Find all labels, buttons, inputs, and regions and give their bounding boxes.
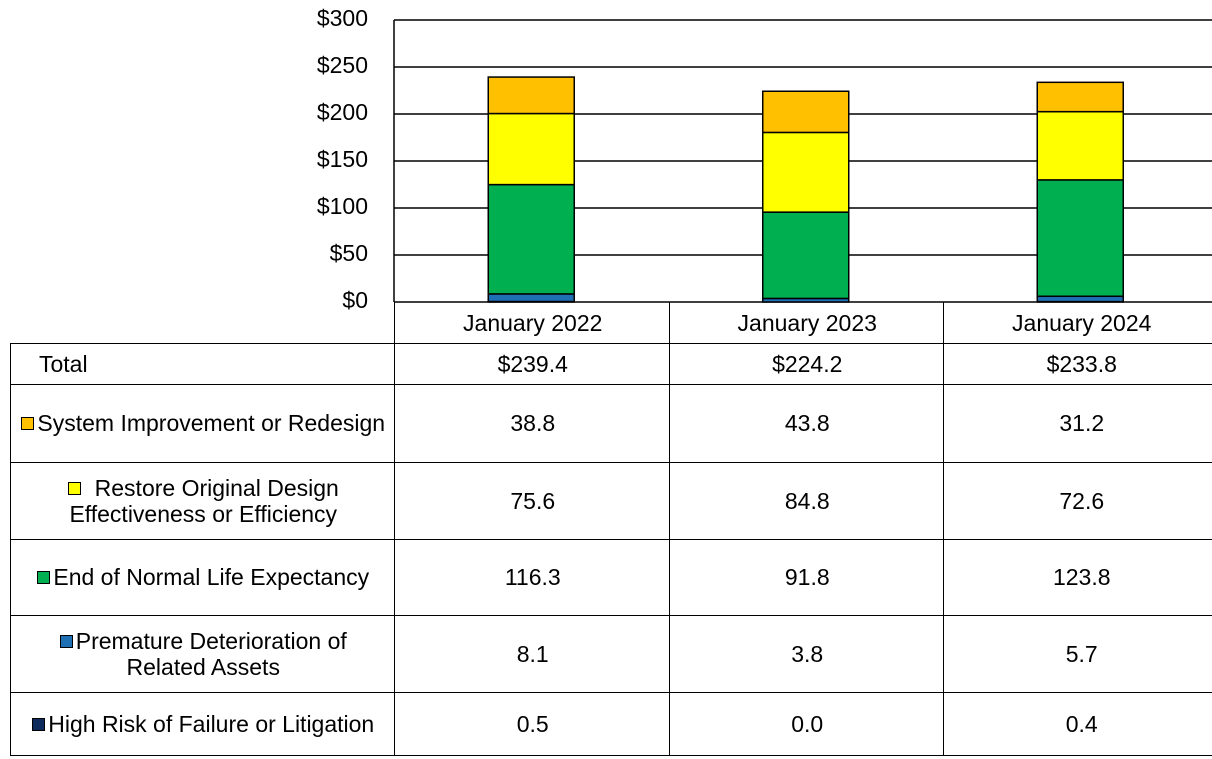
row-label: Premature Deterioration of Related Asset…: [10, 615, 396, 693]
cell-text: $224.2: [772, 351, 843, 377]
cell-text: 91.8: [784, 564, 830, 590]
legend-entry: System Improvement or Redesign: [21, 410, 385, 436]
value-cell: 116.3: [394, 539, 671, 616]
bar-segment: [762, 90, 850, 134]
cell-text: $233.8: [1046, 351, 1117, 377]
value-cell: 72.6: [943, 462, 1212, 540]
value-cell: 3.8: [668, 615, 945, 693]
value-cell: 38.8: [394, 384, 671, 463]
y-tick-label: $50: [330, 240, 368, 266]
value-cell: 8.1: [394, 615, 671, 693]
legend-key: [59, 634, 73, 648]
row-label: High Risk of Failure or Litigation: [10, 692, 396, 756]
bar-segment: [487, 293, 575, 303]
row-label: Restore Original Design Effectiveness or…: [10, 462, 396, 540]
cell-text: 3.8: [791, 640, 824, 667]
bar-segment: [1036, 110, 1124, 181]
cell-text: January 2022: [463, 309, 603, 336]
legend-entry: Restore Original Design Effectiveness or…: [17, 475, 390, 527]
legend-entry: Premature Deterioration of Related Asset…: [17, 628, 390, 680]
cell-text: 5.7: [1065, 640, 1098, 667]
column-header: January 2022: [394, 302, 671, 344]
cell-text: 116.3: [504, 564, 561, 590]
bar-segment: [762, 131, 850, 213]
value-cell: 0.5: [394, 692, 671, 756]
cell-text: 43.8: [784, 410, 830, 436]
column-header: January 2023: [668, 302, 945, 344]
y-tick-label: $150: [317, 146, 368, 172]
value-cell: 0.0: [668, 692, 945, 756]
total-cell: $239.4: [394, 343, 671, 385]
y-tick-label: $0: [342, 287, 368, 310]
bar-segment: [762, 211, 850, 300]
legend-key: [32, 717, 46, 731]
bar-segment: [487, 112, 575, 186]
legend-entry: End of Normal Life Expectancy: [37, 564, 369, 590]
value-cell: 75.6: [394, 462, 671, 540]
row-label: System Improvement or Redesign: [10, 384, 396, 463]
value-cell: 43.8: [668, 384, 945, 463]
value-cell: 5.7: [943, 615, 1212, 693]
legend-key: [37, 571, 51, 584]
legend-key: [67, 481, 81, 495]
cell-text: 75.6: [510, 487, 556, 514]
total-cell: $233.8: [943, 343, 1212, 385]
cell-text: 8.1: [516, 640, 549, 667]
cell-text: $239.4: [497, 351, 568, 377]
row-label: End of Normal Life Expectancy: [10, 539, 396, 616]
cell-text: 123.8: [1052, 564, 1111, 590]
cell-text: 72.6: [1059, 487, 1105, 514]
bar-segment: [1036, 81, 1124, 113]
bar-segment: [487, 76, 575, 115]
cell-text: 0.4: [1065, 710, 1098, 737]
row-label: Total: [10, 343, 396, 385]
y-tick-label: $300: [317, 5, 368, 31]
cell-text: 0.0: [791, 710, 824, 737]
cell-text: January 2023: [737, 309, 877, 336]
legend-entry: High Risk of Failure or Litigation: [32, 711, 374, 737]
legend-label: High Risk of Failure or Litigation: [48, 710, 375, 737]
y-tick-label: $200: [317, 99, 368, 125]
bar-segment: [1036, 179, 1124, 298]
y-tick-label: $100: [317, 193, 368, 219]
legend-label: System Improvement or Redesign: [37, 410, 386, 436]
cell-text: January 2024: [1012, 309, 1152, 336]
legend-key: [21, 417, 35, 430]
cell-text: 0.5: [516, 710, 549, 737]
legend-label: Restore Original Design Effectiveness or…: [69, 474, 339, 527]
legend-label: Premature Deterioration of Related Asset…: [75, 627, 347, 680]
cell-text: Total: [39, 351, 88, 377]
legend-label: End of Normal Life Expectancy: [53, 564, 370, 590]
bar-segment: [1036, 295, 1124, 303]
cell-text: 38.8: [510, 410, 556, 436]
column-header: January 2024: [943, 302, 1212, 344]
chart: $0 $50 $100 $150 $200 $250 $300: [317, 5, 1212, 310]
cell-text: 31.2: [1059, 410, 1105, 436]
cell-text: 84.8: [784, 487, 830, 514]
value-cell: 31.2: [943, 384, 1212, 463]
total-cell: $224.2: [668, 343, 945, 385]
value-cell: 91.8: [668, 539, 945, 616]
value-cell: 123.8: [943, 539, 1212, 616]
bar-segment: [487, 183, 575, 295]
value-cell: 84.8: [668, 462, 945, 540]
y-tick-label: $250: [317, 52, 368, 78]
value-cell: 0.4: [943, 692, 1212, 756]
